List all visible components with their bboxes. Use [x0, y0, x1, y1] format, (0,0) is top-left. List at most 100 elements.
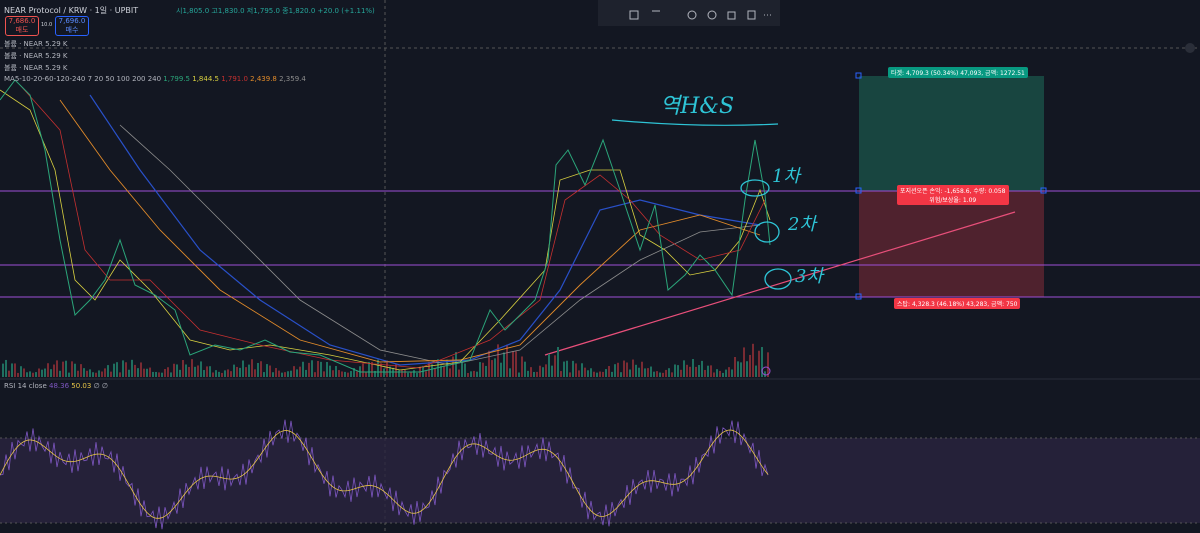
volume-bar: [125, 362, 127, 377]
indicator-legend[interactable]: 볼륨 · NEAR 5.29 K: [4, 52, 68, 60]
volume-bar: [323, 371, 325, 377]
volume-bar: [209, 366, 211, 377]
rsi-band: [0, 438, 1200, 523]
volume-bar: [515, 351, 517, 377]
spread: 10.0: [41, 22, 53, 28]
volume-bar: [182, 360, 184, 377]
volume-bar: [92, 372, 94, 377]
volume-bar: [329, 365, 331, 377]
volume-bar: [137, 368, 139, 377]
volume-bar: [56, 360, 58, 377]
volume-bar: [404, 370, 406, 377]
volume-bar: [455, 352, 457, 377]
volume-bar: [26, 372, 28, 377]
rsi-value: ∅ ∅: [93, 382, 108, 390]
volume-bar: [71, 361, 73, 377]
volume-bar: [644, 368, 646, 377]
volume-bar: [653, 371, 655, 377]
volume-bar: [80, 364, 82, 377]
volume-bar: [356, 371, 358, 377]
volume-bars: [2, 343, 769, 377]
volume-bar: [119, 372, 121, 377]
volume-bar: [173, 363, 175, 377]
volume-bar: [8, 370, 10, 377]
tool-icon[interactable]: [707, 10, 717, 20]
volume-bar: [533, 371, 535, 377]
volume-bar: [74, 363, 76, 377]
volume-bar: [425, 371, 427, 377]
hand-stroke[interactable]: [611, 119, 779, 126]
trend-line[interactable]: [544, 211, 1016, 356]
rsi-label: RSI 14 close: [4, 382, 47, 390]
volume-bar: [23, 368, 25, 377]
indicator-legend[interactable]: 볼륨 · NEAR 5.29 K: [4, 64, 68, 72]
volume-bar: [143, 368, 145, 377]
sell-button[interactable]: 7,686.0 매도: [5, 16, 39, 36]
volume-bar: [617, 362, 619, 377]
volume-bar: [290, 370, 292, 377]
volume-bar: [293, 366, 295, 377]
volume-bar: [599, 371, 601, 377]
tool-icon[interactable]: [629, 10, 639, 20]
stop-zone[interactable]: [859, 191, 1044, 297]
volume-bar: [371, 362, 373, 377]
volume-bar: [719, 370, 721, 377]
handle[interactable]: [1040, 187, 1047, 194]
volume-bar: [407, 372, 409, 377]
hand-circle[interactable]: [754, 221, 780, 243]
volume-bar: [284, 372, 286, 377]
volume-bar: [692, 359, 694, 377]
target-zone[interactable]: [859, 76, 1044, 191]
volume-bar: [377, 359, 379, 377]
volume-bar: [518, 372, 520, 377]
indicator-legend[interactable]: 볼륨 · NEAR 5.29 K: [4, 40, 68, 48]
ma-legend[interactable]: MA5-10-20-60-120-240 7 20 50 100 200 240…: [4, 75, 306, 83]
volume-bar: [677, 365, 679, 377]
annotation[interactable]: 2차: [788, 214, 817, 235]
handle[interactable]: [855, 72, 862, 79]
target-label: 타겟: 4,709.3 (50.34%) 47,093, 금액: 1272.51: [888, 67, 1028, 78]
tool-icon[interactable]: [747, 10, 756, 20]
tool-icon[interactable]: [687, 10, 697, 20]
volume-bar: [662, 372, 664, 377]
tool-icon[interactable]: [727, 11, 736, 20]
volume-bar: [362, 363, 364, 377]
volume-bar: [65, 360, 67, 377]
volume-bar: [632, 359, 634, 377]
annotation[interactable]: 1차: [772, 166, 801, 187]
volume-bar: [272, 372, 274, 377]
volume-bar: [572, 360, 574, 377]
buy-button[interactable]: 7,696.0 매수: [55, 16, 89, 36]
volume-bar: [263, 372, 265, 377]
volume-bar: [332, 370, 334, 377]
volume-bar: [734, 356, 736, 377]
volume-bar: [311, 360, 313, 377]
volume-bar: [680, 369, 682, 377]
annotation[interactable]: 역H&S: [660, 94, 735, 119]
volume-bar: [590, 368, 592, 377]
volume-bar: [731, 369, 733, 377]
volume-bar: [584, 367, 586, 377]
handle[interactable]: [855, 187, 862, 194]
volume-bar: [131, 359, 133, 377]
hand-circle[interactable]: [764, 268, 792, 290]
volume-bar: [620, 372, 622, 377]
volume-bar: [596, 372, 598, 377]
volume-bar: [395, 364, 397, 377]
volume-bar: [254, 369, 256, 377]
volume-bar: [200, 361, 202, 377]
volume-bar: [278, 370, 280, 377]
handle[interactable]: [855, 293, 862, 300]
volume-bar: [650, 366, 652, 377]
settings-button[interactable]: [1185, 43, 1195, 53]
volume-bar: [68, 372, 70, 377]
rsi-legend[interactable]: RSI 14 close 48.36 50.03 ∅ ∅: [4, 382, 108, 390]
hand-circle[interactable]: [740, 179, 770, 197]
ohlc: 시1,805.0 고1,830.0 저1,795.0 종1,820.0 +20.…: [176, 7, 375, 15]
ma-line: [19, 84, 766, 369]
volume-bar: [101, 371, 103, 377]
volume-bar: [626, 362, 628, 377]
event-marker[interactable]: [761, 366, 771, 376]
annotation[interactable]: 3차: [795, 266, 824, 287]
symbol-title[interactable]: NEAR Protocol / KRW · 1일 · UPBIT: [4, 6, 139, 15]
